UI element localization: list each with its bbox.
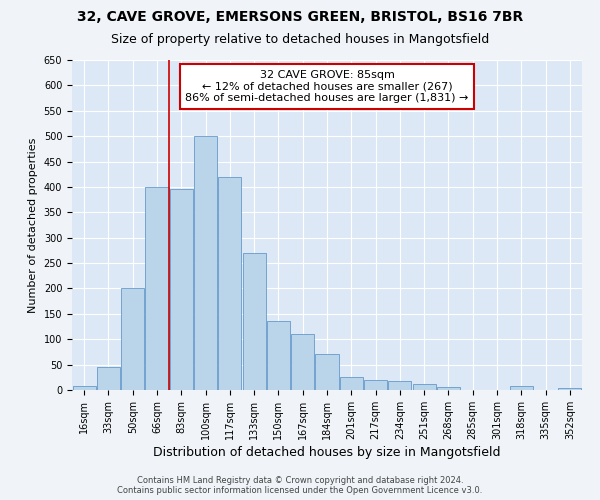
- Bar: [413, 384, 436, 390]
- Bar: [145, 187, 169, 390]
- X-axis label: Distribution of detached houses by size in Mangotsfield: Distribution of detached houses by size …: [153, 446, 501, 459]
- Y-axis label: Number of detached properties: Number of detached properties: [28, 138, 38, 312]
- Bar: [364, 380, 387, 390]
- Bar: [510, 386, 533, 390]
- Bar: [267, 322, 290, 390]
- Bar: [291, 334, 314, 390]
- Text: Size of property relative to detached houses in Mangotsfield: Size of property relative to detached ho…: [111, 32, 489, 46]
- Bar: [340, 378, 363, 390]
- Bar: [97, 367, 120, 390]
- Bar: [437, 388, 460, 390]
- Text: 32, CAVE GROVE, EMERSONS GREEN, BRISTOL, BS16 7BR: 32, CAVE GROVE, EMERSONS GREEN, BRISTOL,…: [77, 10, 523, 24]
- Bar: [559, 388, 581, 390]
- Bar: [218, 177, 241, 390]
- Bar: [73, 386, 95, 390]
- Bar: [388, 381, 412, 390]
- Bar: [121, 288, 144, 390]
- Bar: [170, 190, 193, 390]
- Text: 32 CAVE GROVE: 85sqm
← 12% of detached houses are smaller (267)
86% of semi-deta: 32 CAVE GROVE: 85sqm ← 12% of detached h…: [185, 70, 469, 103]
- Bar: [194, 136, 217, 390]
- Bar: [316, 354, 338, 390]
- Bar: [242, 253, 266, 390]
- Text: Contains HM Land Registry data © Crown copyright and database right 2024.
Contai: Contains HM Land Registry data © Crown c…: [118, 476, 482, 495]
